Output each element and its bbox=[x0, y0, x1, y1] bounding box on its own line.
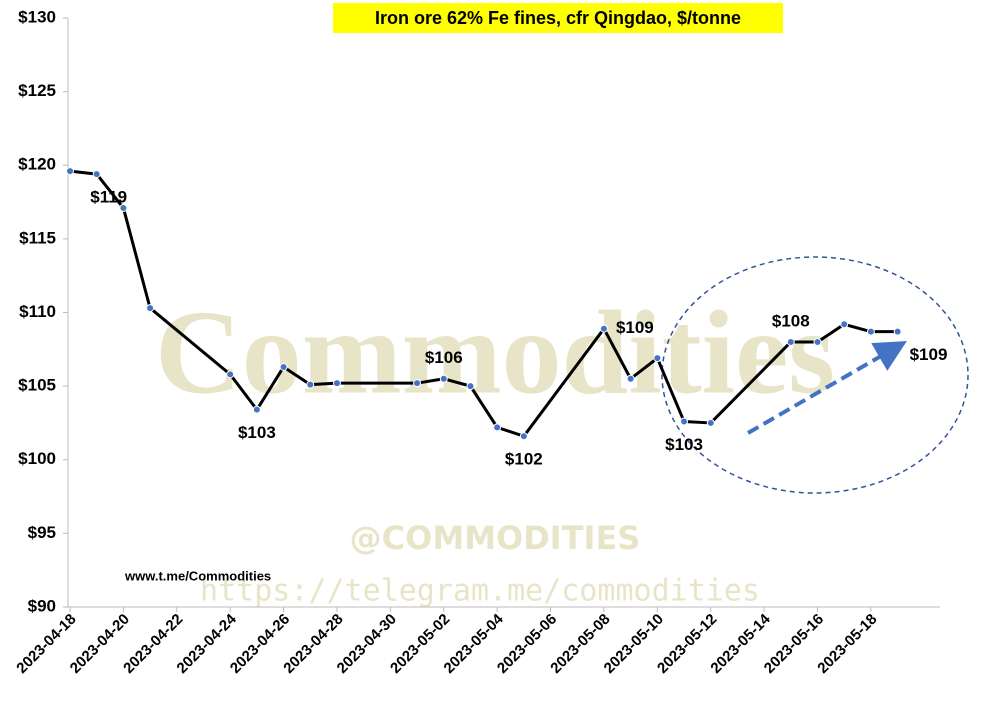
y-tick-label: $90 bbox=[28, 596, 56, 615]
y-tick-label: $100 bbox=[18, 449, 56, 468]
highlight-ellipse bbox=[661, 256, 969, 494]
watermark: https://telegram.me/commodities bbox=[200, 574, 760, 609]
data-point bbox=[786, 337, 795, 346]
data-point bbox=[92, 170, 101, 179]
y-tick-label: $130 bbox=[18, 7, 56, 26]
data-point bbox=[653, 354, 662, 363]
data-label: $102 bbox=[505, 450, 543, 469]
data-point bbox=[439, 374, 448, 383]
data-point bbox=[306, 380, 315, 389]
data-point bbox=[66, 167, 74, 176]
data-point bbox=[599, 324, 608, 333]
data-point bbox=[626, 374, 635, 383]
data-label: $106 bbox=[425, 348, 463, 367]
data-point bbox=[493, 423, 502, 432]
y-tick-label: $110 bbox=[19, 302, 56, 321]
series-line bbox=[69, 169, 898, 438]
data-label: $103 bbox=[238, 423, 276, 442]
watermark: Commodities bbox=[155, 286, 835, 419]
chart-title: Iron ore 62% Fe fines, cfr Qingdao, $/to… bbox=[375, 8, 741, 28]
data-point bbox=[813, 337, 822, 346]
data-point bbox=[413, 379, 422, 388]
data-label: $103 bbox=[665, 435, 703, 454]
data-point bbox=[466, 382, 475, 391]
data-label: $109 bbox=[616, 318, 654, 337]
title-box bbox=[333, 3, 783, 33]
y-tick-label: $120 bbox=[18, 155, 56, 174]
data-point bbox=[519, 432, 528, 441]
data-label: $109 bbox=[910, 345, 948, 364]
watermark: @COMMODITIES bbox=[350, 519, 641, 557]
data-point bbox=[146, 304, 155, 313]
data-point bbox=[893, 327, 902, 336]
data-point bbox=[279, 362, 288, 371]
y-tick-label: $125 bbox=[18, 81, 56, 100]
data-point bbox=[226, 370, 235, 379]
y-tick-label: $105 bbox=[18, 376, 56, 395]
data-point bbox=[332, 379, 341, 388]
data-point bbox=[706, 418, 715, 427]
data-label: $108 bbox=[772, 311, 810, 330]
trend-arrow bbox=[746, 340, 907, 435]
data-point bbox=[680, 417, 689, 426]
data-point bbox=[840, 320, 849, 329]
data-point bbox=[252, 405, 261, 414]
data-point bbox=[119, 203, 128, 212]
y-tick-label: $115 bbox=[19, 228, 56, 247]
data-point bbox=[866, 327, 875, 336]
y-tick-label: $95 bbox=[28, 523, 56, 542]
data-label: $119 bbox=[90, 188, 127, 207]
source-note: www.t.me/Commodities bbox=[124, 568, 271, 583]
